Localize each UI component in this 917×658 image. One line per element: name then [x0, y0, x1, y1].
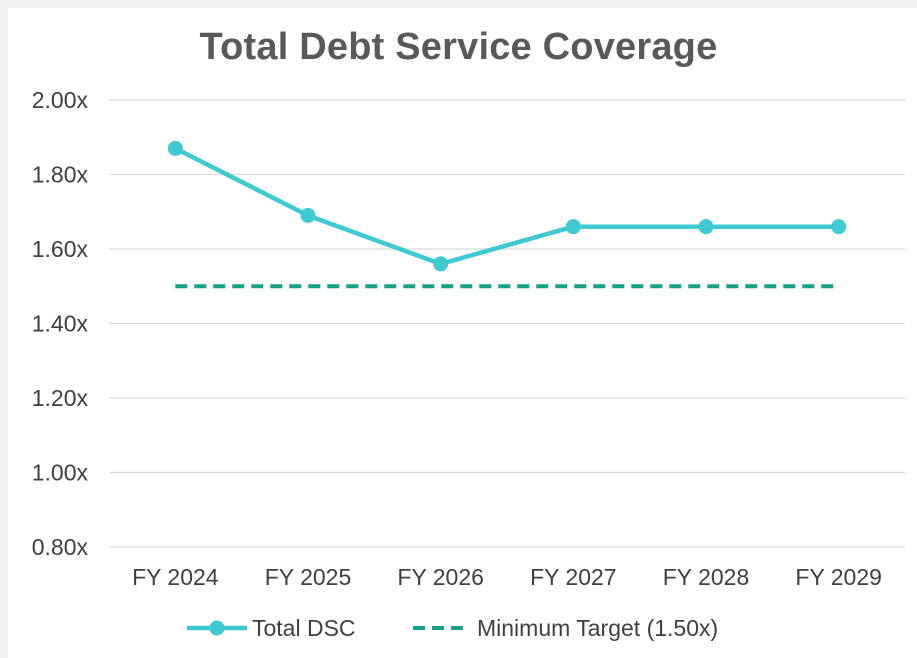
x-tick-label: FY 2027	[530, 564, 617, 590]
plot-series	[167, 140, 847, 289]
data-point	[831, 219, 847, 235]
y-tick-label: 0.80x	[32, 534, 89, 560]
y-axis: 0.80x 1.00x 1.20x 1.40x 1.60x 1.80x 2.00x	[32, 87, 89, 560]
y-tick-label: 1.80x	[32, 162, 89, 188]
legend-entry-label: Total DSC	[252, 615, 356, 641]
data-point	[300, 207, 316, 223]
data-point	[433, 256, 449, 272]
gridlines	[109, 99, 905, 548]
legend: Total DSC Minimum Target (1.50x)	[187, 615, 718, 641]
legend-marker	[209, 620, 225, 636]
x-tick-label: FY 2029	[795, 564, 882, 590]
y-tick-label: 1.60x	[32, 236, 89, 262]
chart-area	[8, 8, 917, 658]
x-axis: FY 2024 FY 2025 FY 2026 FY 2027 FY 2028 FY 20…	[132, 564, 882, 590]
y-tick-label: 2.00x	[32, 87, 89, 113]
y-tick-label: 1.20x	[32, 385, 89, 411]
chart-title: Total Debt Service Coverage	[199, 26, 718, 68]
data-point	[698, 219, 714, 235]
legend-entry-label: Minimum Target (1.50x)	[477, 615, 718, 641]
y-tick-label: 1.40x	[32, 311, 89, 337]
x-tick-label: FY 2026	[397, 564, 484, 590]
data-point	[565, 219, 581, 235]
data-point	[167, 140, 183, 156]
series-line-total-dsc	[174, 146, 839, 267]
x-tick-label: FY 2028	[663, 564, 750, 590]
y-tick-label: 1.00x	[32, 460, 89, 486]
x-tick-label: FY 2024	[132, 564, 219, 590]
x-tick-label: FY 2025	[265, 564, 352, 590]
